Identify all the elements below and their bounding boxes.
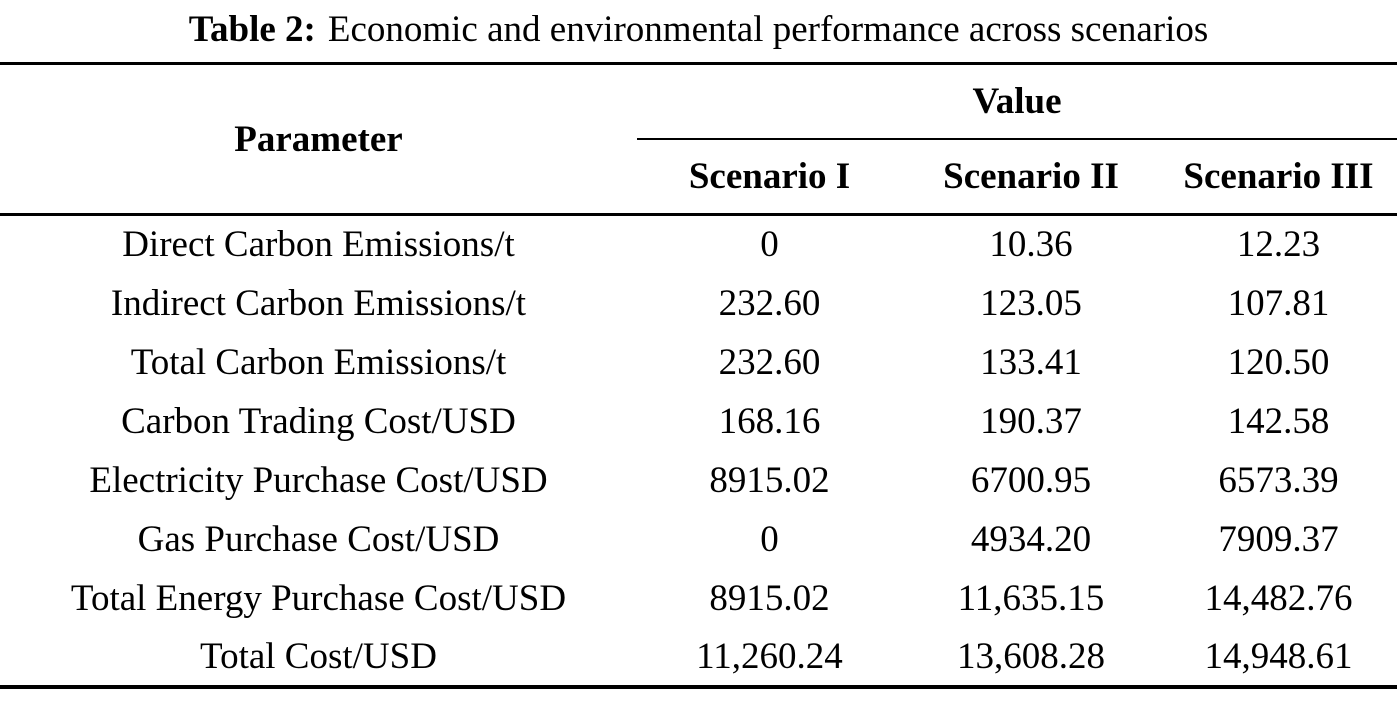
table-caption: Table 2: Economic and environmental perfo… xyxy=(0,0,1397,62)
cell-scenario-3: 120.50 xyxy=(1227,341,1330,383)
row-parameter: Electricity Purchase Cost/USD xyxy=(89,459,548,501)
row-parameter: Total Carbon Emissions/t xyxy=(130,341,507,383)
column-header-parameter: Parameter xyxy=(0,63,637,216)
cell-scenario-1: 11,260.24 xyxy=(696,635,843,677)
cell-scenario-1: 8915.02 xyxy=(709,459,830,501)
cell-scenario-2: 11,635.15 xyxy=(957,577,1105,619)
table-body: Direct Carbon Emissions/t 0 10.36 12.23 … xyxy=(0,215,1397,687)
cell-scenario-2: 133.41 xyxy=(980,341,1082,383)
table-row: Total Cost/USD 11,260.24 13,608.28 14,94… xyxy=(0,628,1397,687)
table-caption-title: Economic and environmental performance a… xyxy=(327,9,1209,50)
row-parameter: Total Energy Purchase Cost/USD xyxy=(70,577,567,619)
cell-scenario-2: 10.36 xyxy=(989,224,1073,266)
cell-scenario-3: 12.23 xyxy=(1236,224,1321,266)
table-header: Parameter Value Scenario I Scenario II S… xyxy=(0,63,1397,216)
cell-scenario-3: 14,482.76 xyxy=(1204,577,1353,619)
row-parameter: Total Cost/USD xyxy=(200,635,437,677)
table-row: Gas Purchase Cost/USD 0 4934.20 7909.37 xyxy=(0,510,1397,569)
cell-scenario-1: 8915.02 xyxy=(709,577,830,619)
cell-scenario-1: 0 xyxy=(760,224,779,266)
row-parameter: Gas Purchase Cost/USD xyxy=(137,518,500,560)
cell-scenario-2: 13,608.28 xyxy=(957,635,1105,677)
table-row: Direct Carbon Emissions/t 0 10.36 12.23 xyxy=(0,215,1397,274)
cell-scenario-3: 142.58 xyxy=(1227,400,1330,442)
header-row-value: Parameter Value xyxy=(0,63,1397,216)
cell-scenario-1: 0 xyxy=(760,518,779,560)
column-header-value: Value xyxy=(637,63,1397,140)
cell-scenario-3: 107.81 xyxy=(1227,282,1330,324)
cell-scenario-1: 168.16 xyxy=(718,400,821,442)
cell-scenario-3: 6573.39 xyxy=(1218,459,1339,501)
cell-scenario-1: 232.60 xyxy=(718,341,821,383)
table-row: Carbon Trading Cost/USD 168.16 190.37 14… xyxy=(0,392,1397,451)
cell-scenario-2: 4934.20 xyxy=(970,518,1092,560)
row-parameter: Carbon Trading Cost/USD xyxy=(121,400,516,442)
table-row: Total Carbon Emissions/t 232.60 133.41 1… xyxy=(0,333,1397,392)
table-row: Indirect Carbon Emissions/t 232.60 123.0… xyxy=(0,274,1397,333)
row-parameter: Direct Carbon Emissions/t xyxy=(122,224,515,266)
cell-scenario-3: 14,948.61 xyxy=(1204,635,1353,677)
cell-scenario-2: 6700.95 xyxy=(970,459,1092,501)
table-row: Electricity Purchase Cost/USD 8915.02 67… xyxy=(0,451,1397,510)
results-table: Parameter Value Scenario I Scenario II S… xyxy=(0,62,1397,689)
cell-scenario-2: 123.05 xyxy=(980,282,1082,324)
cell-scenario-1: 232.60 xyxy=(718,282,821,324)
header-row-scenarios: Scenario I Scenario II Scenario III xyxy=(0,138,1397,216)
table-row: Total Energy Purchase Cost/USD 8915.02 1… xyxy=(0,569,1397,628)
column-header-scenario-2: Scenario II xyxy=(902,138,1160,216)
row-parameter: Indirect Carbon Emissions/t xyxy=(110,282,527,324)
cell-scenario-3: 7909.37 xyxy=(1218,518,1339,560)
column-header-scenario-3: Scenario III xyxy=(1160,138,1397,216)
table-caption-number: Table 2: xyxy=(188,9,316,50)
column-header-scenario-1: Scenario I xyxy=(637,138,902,216)
cell-scenario-2: 190.37 xyxy=(980,400,1082,442)
